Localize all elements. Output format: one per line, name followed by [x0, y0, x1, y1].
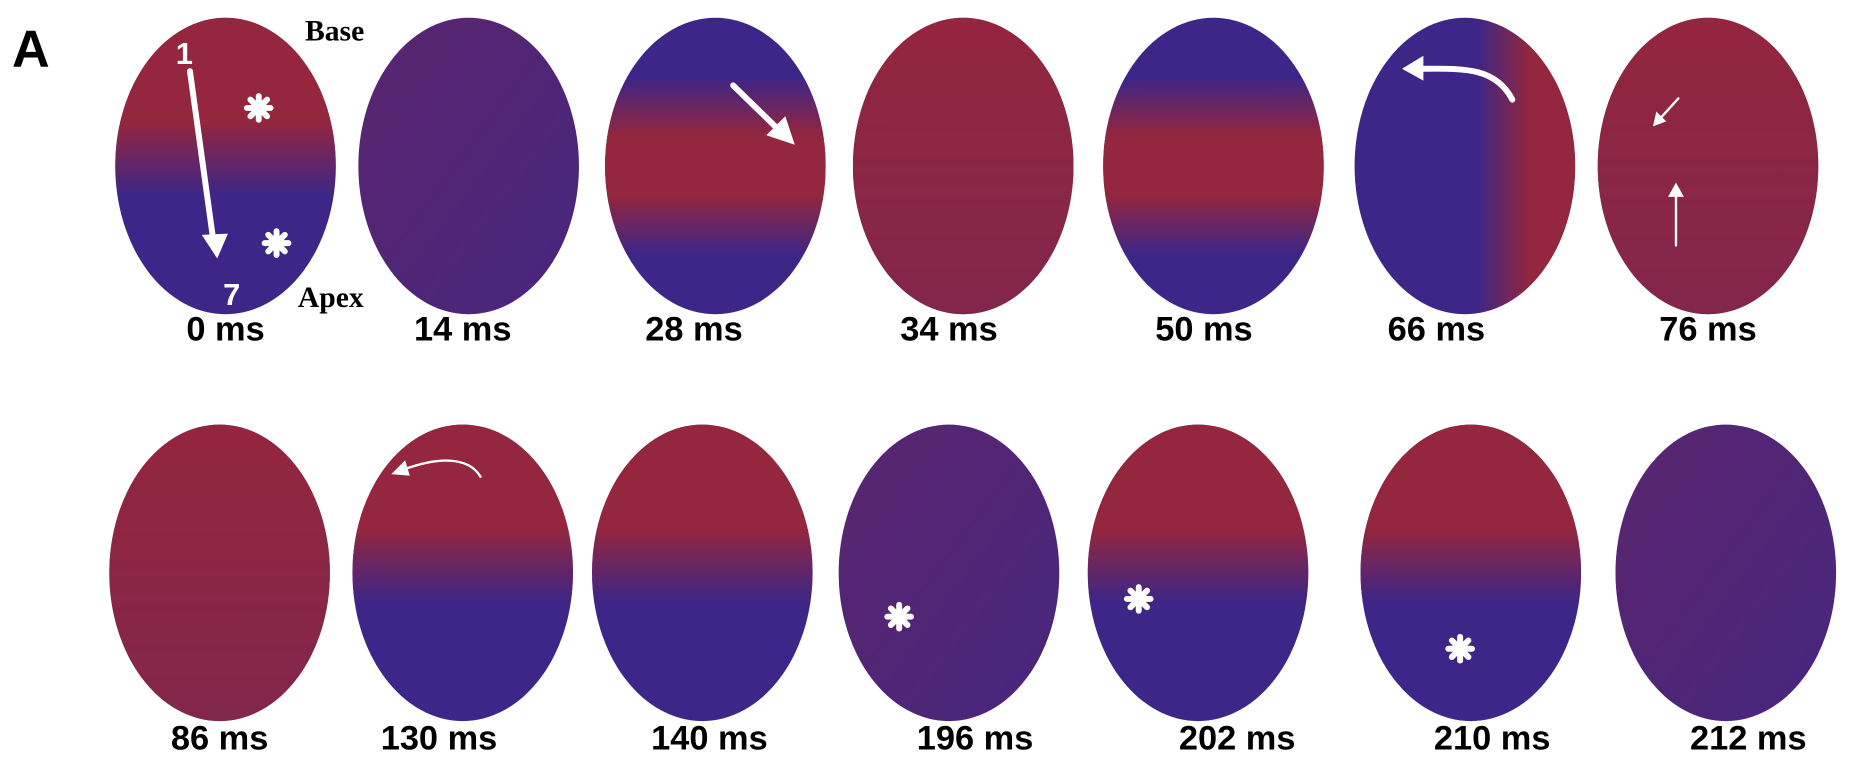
hot-map — [115, 18, 336, 314]
frame-label: 50 ms — [1155, 310, 1252, 348]
panel-label: A — [12, 20, 50, 78]
frame-label: 34 ms — [900, 310, 997, 348]
frame-label: 196 ms — [917, 720, 1034, 758]
start-label: 1 — [176, 36, 193, 71]
frame-label: 14 ms — [414, 310, 511, 348]
frame-label: 202 ms — [1179, 720, 1296, 758]
map-frame — [305, 389, 573, 721]
frame-label: 0 ms — [186, 310, 264, 348]
frame-label: 28 ms — [645, 310, 742, 348]
hot-map — [109, 425, 330, 721]
hot-map — [358, 0, 579, 314]
frame-label: 210 ms — [1434, 720, 1551, 758]
hot-map — [352, 389, 573, 721]
frame-label: 212 ms — [1690, 720, 1807, 758]
hot-map — [605, 0, 826, 314]
frame-label: 86 ms — [171, 720, 268, 758]
asterisk — [247, 96, 271, 120]
hot-map — [1103, 0, 1324, 314]
frame-label: 130 ms — [381, 720, 498, 758]
asterisk — [265, 231, 289, 255]
asterisk — [887, 605, 911, 629]
hot-map — [1598, 0, 1819, 314]
frame-label: 76 ms — [1659, 310, 1756, 348]
frames: 0 ms 14 ms 28 ms 34 ms 50 ms 66 ms 76 ms 86 ms 1… — [109, 0, 1836, 758]
asterisk — [1127, 587, 1151, 611]
asterisk — [1448, 637, 1472, 661]
hot-map — [839, 318, 1060, 721]
map-frame — [115, 18, 336, 314]
base-label: Base — [305, 15, 364, 47]
end-label: 7 — [223, 277, 240, 312]
frame-label: 66 ms — [1388, 310, 1485, 348]
frame-label: 140 ms — [651, 720, 768, 758]
hot-map — [1355, 0, 1576, 314]
apex-label: Apex — [298, 282, 364, 314]
hot-map — [853, 0, 1074, 314]
figure: A 0 ms 14 ms 28 ms 34 ms 50 ms 66 ms 76 ms 86 m… — [0, 0, 1860, 778]
map-frame — [109, 425, 330, 721]
hot-map — [592, 353, 813, 721]
